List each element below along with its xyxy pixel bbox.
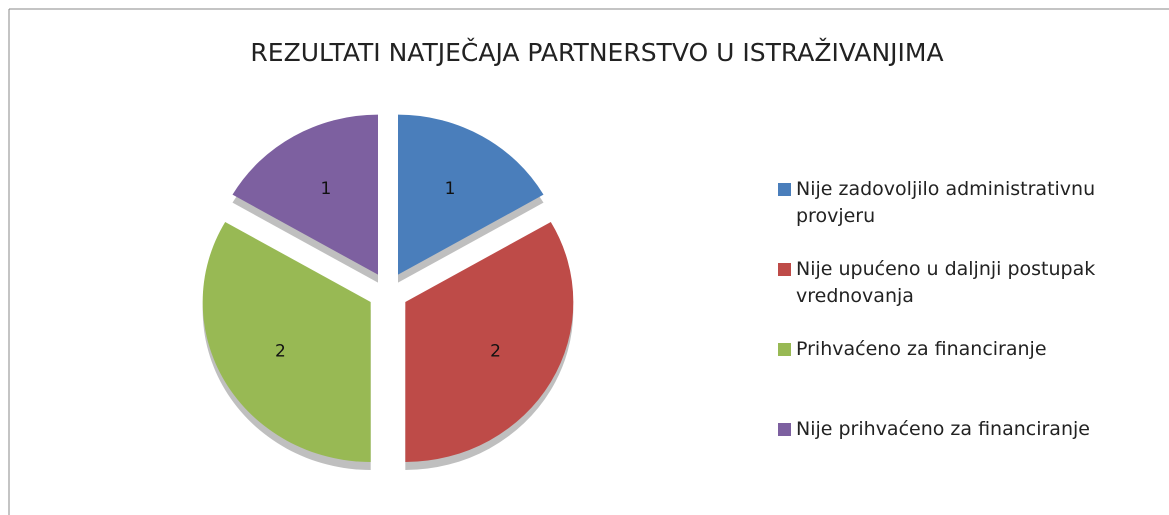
legend-item: Nije prihvaćeno za financiranje [778, 416, 1158, 496]
legend-swatch [778, 423, 791, 436]
data-label: 2 [490, 342, 501, 362]
legend-swatch [778, 343, 791, 356]
legend-item: Prihvaćeno za financiranje [778, 336, 1158, 416]
data-label: 1 [445, 179, 456, 199]
legend-label: Nije upućeno u daljnji postupak vrednova… [796, 258, 1096, 307]
data-label: 1 [321, 179, 332, 199]
slice [398, 114, 544, 275]
legend-item: Nije zadovoljilo administrativnu provjer… [778, 176, 1158, 256]
slice [405, 222, 574, 462]
data-label: 2 [275, 342, 286, 362]
legend-item: Nije upućeno u daljnji postupak vrednova… [778, 256, 1158, 336]
slice [202, 222, 371, 462]
chart-title: REZULTATI NATJEČAJA PARTNERSTVO U ISTRAŽ… [250, 37, 943, 67]
legend-label: Nije zadovoljilo administrativnu provjer… [796, 178, 1096, 227]
slice [232, 114, 378, 275]
legend: Nije zadovoljilo administrativnu provjer… [778, 176, 1158, 496]
legend-label: Prihvaćeno za financiranje [796, 338, 1047, 360]
legend-label: Nije prihvaćeno za financiranje [796, 418, 1090, 440]
legend-swatch [778, 183, 791, 196]
legend-swatch [778, 263, 791, 276]
